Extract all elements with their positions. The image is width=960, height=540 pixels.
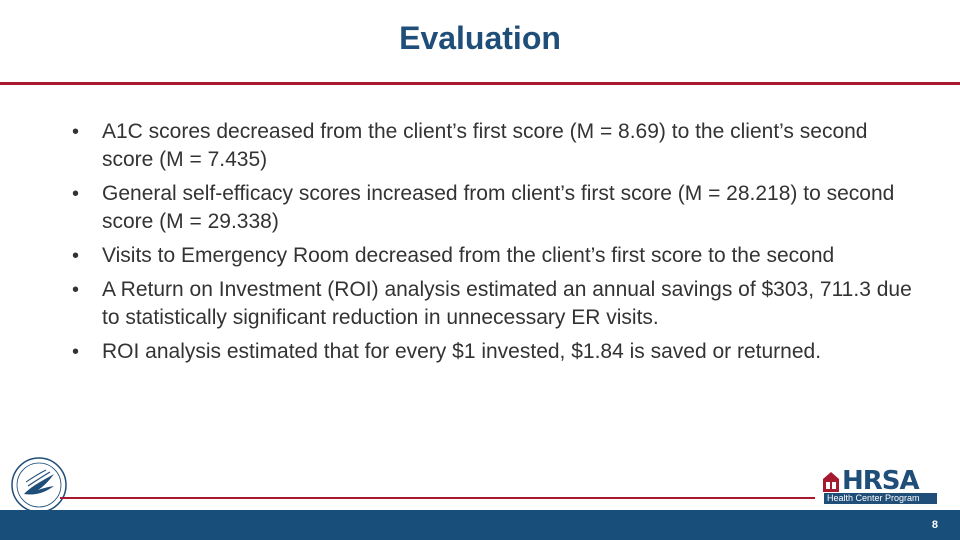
bullet-dot: • [72,341,80,363]
bullet-dot: • [72,245,80,267]
bullet-item: • A1C scores decreased from the client’s… [60,118,920,174]
bullet-dot: • [72,279,80,301]
bullet-dot: • [72,183,80,205]
hhs-seal-icon [11,457,67,513]
title-divider [0,82,960,85]
hrsa-logo: HRSA Health Center Program [822,466,942,505]
bullet-text: ROI analysis estimated that for every $1… [102,340,822,363]
bullet-text: Visits to Emergency Room decreased from … [102,244,835,267]
page-number: 8 [931,519,938,531]
bullet-item: • A Return on Investment (ROI) analysis … [60,276,920,332]
footer-divider [60,497,815,499]
hrsa-house-icon [823,472,839,492]
footer-bar: 8 [0,510,960,540]
bullet-text: A Return on Investment (ROI) analysis es… [102,278,912,329]
bullet-list: • A1C scores decreased from the client’s… [60,118,920,372]
bullet-item: • Visits to Emergency Room decreased fro… [60,242,920,270]
bullet-item: • ROI analysis estimated that for every … [60,338,920,366]
bullet-item: • General self-efficacy scores increased… [60,180,920,236]
bullet-text: A1C scores decreased from the client’s f… [102,120,868,171]
hrsa-wordmark: HRSA [842,466,920,496]
hrsa-subtitle: Health Center Program [824,493,937,504]
bullet-text: General self-efficacy scores increased f… [102,182,895,233]
slide-title: Evaluation [399,20,561,56]
bullet-dot: • [72,121,80,143]
